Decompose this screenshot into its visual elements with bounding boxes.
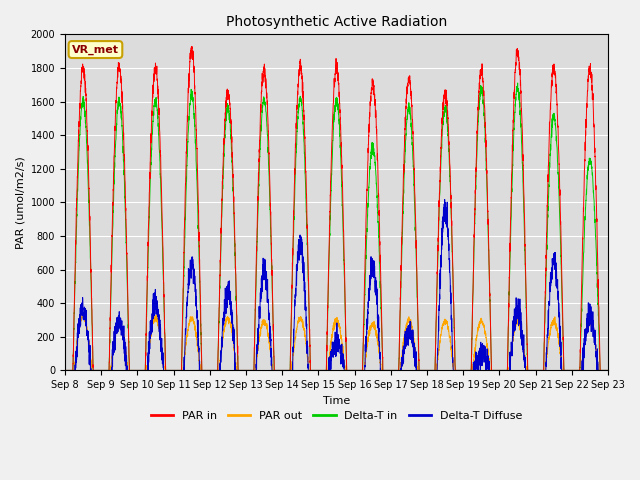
Delta-T Diffuse (159, 357, 166, 362)
PAR out (428, 368, 436, 373)
Delta-T in (428, 368, 436, 373)
Delta-T Diffuse (316, 368, 324, 373)
Delta-T Diffuse (604, 368, 612, 373)
Line: PAR out: PAR out (65, 312, 608, 371)
Delta-T in (604, 368, 612, 373)
PAR out (604, 368, 611, 373)
Delta-T Diffuse (428, 368, 436, 373)
PAR in (458, 368, 466, 373)
Delta-T in (159, 243, 166, 249)
Delta-T Diffuse (61, 368, 68, 373)
PAR in (604, 368, 611, 373)
Delta-T in (604, 368, 611, 373)
PAR in (604, 368, 612, 373)
PAR in (61, 368, 68, 373)
Line: PAR in: PAR in (65, 47, 608, 371)
PAR out (489, 368, 497, 373)
Delta-T Diffuse (604, 368, 611, 373)
Delta-T in (458, 368, 466, 373)
Line: Delta-T in: Delta-T in (65, 83, 608, 371)
PAR out (159, 358, 166, 364)
PAR out (458, 368, 466, 373)
Line: Delta-T Diffuse: Delta-T Diffuse (65, 200, 608, 371)
Title: Photosynthetic Active Radiation: Photosynthetic Active Radiation (226, 15, 447, 29)
X-axis label: Time: Time (323, 396, 350, 406)
Y-axis label: PAR (umol/m2/s): PAR (umol/m2/s) (15, 156, 25, 249)
PAR in (316, 368, 324, 373)
PAR out (604, 368, 612, 373)
PAR in (489, 368, 497, 373)
Delta-T in (316, 368, 324, 373)
Text: VR_met: VR_met (72, 45, 119, 55)
PAR out (316, 368, 324, 373)
PAR in (428, 368, 436, 373)
PAR out (80, 309, 88, 315)
PAR out (61, 368, 68, 373)
PAR in (159, 230, 166, 236)
Legend: PAR in, PAR out, Delta-T in, Delta-T Diffuse: PAR in, PAR out, Delta-T in, Delta-T Dif… (146, 407, 527, 425)
Delta-T Diffuse (458, 368, 466, 373)
Delta-T Diffuse (489, 368, 497, 373)
Delta-T in (489, 368, 497, 373)
Delta-T in (61, 368, 68, 373)
Delta-T in (514, 80, 522, 86)
PAR in (188, 44, 195, 49)
Delta-T Diffuse (441, 197, 449, 203)
